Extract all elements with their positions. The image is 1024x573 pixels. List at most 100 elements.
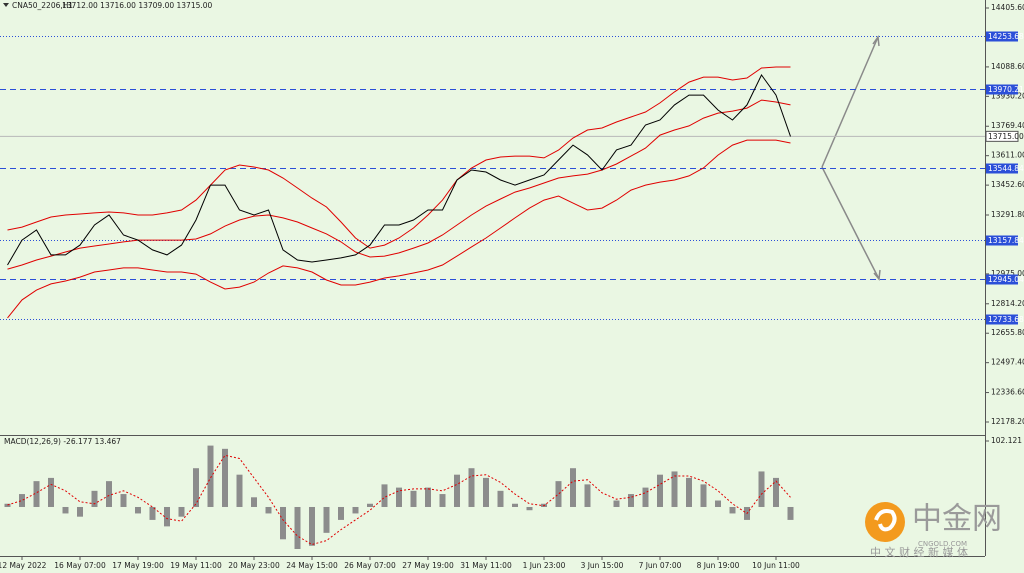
y-tick-label: 13769.40 (991, 121, 1024, 130)
level-label: 13544.84 (988, 164, 1024, 173)
level-label: 12945.04 (988, 275, 1024, 284)
macd-bar (77, 506, 83, 517)
macd-bar (497, 490, 504, 507)
macd-title: MACD(12,26,9) -26.177 13.467 (4, 437, 121, 446)
macd-bar (773, 477, 779, 507)
last-price-label: 13715.00 (988, 132, 1024, 141)
macd-bar (613, 500, 620, 507)
level-label: 13970.21 (988, 85, 1024, 94)
y-tick-label: 12975.00 (991, 269, 1024, 278)
level-label: 13157.84 (988, 236, 1024, 245)
last-price-box (985, 130, 1019, 142)
y-tick-label: 12178.20 (991, 417, 1024, 426)
macd-bar (135, 506, 141, 514)
macd-bar (120, 494, 127, 507)
y-tick-label: 13291.80 (991, 210, 1024, 219)
macd-bar (729, 506, 736, 514)
macd-bar (381, 484, 388, 507)
macd-bar (294, 506, 301, 549)
y-tick-label: 12814.20 (991, 299, 1024, 308)
level-label-box (986, 235, 1018, 246)
macd-bar (425, 487, 431, 507)
macd-bar (193, 468, 199, 507)
x-tick-label: 26 May 07:00 (344, 561, 396, 570)
macd-bar (671, 471, 678, 507)
macd-bar (570, 468, 576, 507)
macd-bar (207, 445, 214, 507)
logo-tagline: 中 文 财 经 新 媒 体 (870, 545, 968, 559)
y-tick-label: 14405.60 (991, 3, 1024, 12)
x-tick-label: 19 May 11:00 (170, 561, 222, 570)
x-tick-label: 3 Jun 15:00 (581, 561, 624, 570)
macd-bar (526, 506, 533, 511)
x-tick-label: 27 May 19:00 (402, 561, 454, 570)
macd-bar (149, 506, 156, 520)
y-tick-label: 12497.40 (991, 358, 1024, 367)
x-tick-label: 12 May 2022 (0, 561, 47, 570)
y-tick-label: 13611.00 (991, 151, 1024, 160)
level-label-box (986, 274, 1018, 285)
macd-bar (33, 481, 40, 507)
macd-bar (584, 484, 591, 507)
macd-bar (628, 494, 634, 507)
x-tick-label: 7 Jun 07:00 (639, 561, 682, 570)
macd-bar (468, 468, 475, 507)
menu-marker (3, 3, 9, 7)
macd-bar (642, 487, 649, 507)
macd-bar (4, 503, 11, 507)
level-label-box (986, 163, 1018, 174)
macd-bar (396, 487, 402, 507)
level-label-box (986, 314, 1018, 325)
macd-bar (251, 497, 257, 507)
macd-bar (758, 471, 765, 507)
y-tick-label: 12655.80 (991, 328, 1024, 337)
macd-bar (178, 506, 185, 517)
macd-bar (657, 474, 663, 507)
macd-bar (686, 477, 692, 507)
macd-bar (236, 474, 243, 507)
macd-bar (787, 506, 794, 520)
level-label: 14253.68 (988, 32, 1024, 41)
up-arrowhead (872, 34, 880, 47)
macd-bar (483, 477, 489, 507)
level-label-box (986, 31, 1018, 42)
macd-bar (309, 506, 315, 546)
price-line (7, 74, 791, 266)
x-tick-label: 20 May 23:00 (228, 561, 280, 570)
macd-bar (715, 500, 721, 507)
y-tick-label: 13930.20 (991, 91, 1024, 100)
x-tick-label: 24 May 15:00 (286, 561, 338, 570)
macd-bar (454, 474, 460, 507)
y-tick-label: 12336.60 (991, 388, 1024, 397)
macd-bar (338, 506, 344, 520)
macd-bar (48, 477, 54, 507)
macd-bar (367, 503, 373, 507)
signal-line (7, 454, 791, 546)
logo-circle (865, 502, 905, 542)
bollinger-upper (7, 66, 791, 249)
logo: 中金网 CNGOLD.COM 中 文 财 经 新 媒 体 (865, 502, 1002, 559)
macd-bar (222, 448, 228, 507)
macd-bar (410, 490, 417, 507)
down-arrow (821, 166, 880, 280)
macd-bar (91, 490, 98, 507)
level-label: 12733.68 (988, 315, 1024, 324)
macd-bar (323, 506, 330, 533)
logo-swirl (874, 509, 897, 532)
logo-domain: CNGOLD.COM (918, 540, 967, 548)
up-arrow (821, 36, 879, 168)
macd-bar (352, 506, 359, 514)
macd-bar (62, 506, 69, 514)
level-label-box (986, 84, 1018, 95)
x-tick-label: 31 May 11:00 (460, 561, 512, 570)
logo-name: 中金网 (912, 502, 1002, 537)
projection-arrows (821, 34, 881, 281)
x-tick-label: 8 Jun 19:00 (697, 561, 740, 570)
bollinger-lower (7, 139, 791, 319)
macd-bar (265, 506, 272, 514)
macd-bar (700, 484, 707, 507)
y-tick-label: 102.121 (991, 436, 1022, 445)
y-tick-label: 13452.60 (991, 180, 1024, 189)
macd-bar (512, 503, 518, 507)
